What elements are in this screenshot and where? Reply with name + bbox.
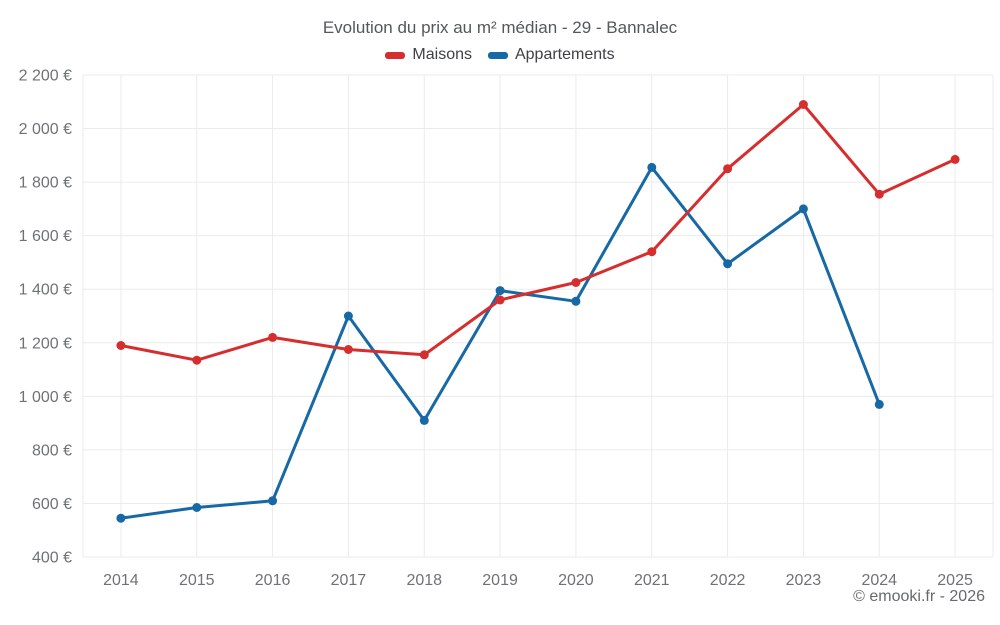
svg-text:2020: 2020 [558, 572, 594, 589]
svg-text:2 200 €: 2 200 € [19, 68, 72, 85]
svg-text:2024: 2024 [861, 572, 897, 589]
svg-text:1 400 €: 1 400 € [19, 282, 72, 299]
svg-text:2021: 2021 [634, 572, 670, 589]
maisons-series-swatch-icon [385, 51, 406, 59]
legend-label-maisons: Maisons [412, 46, 472, 63]
svg-text:800 €: 800 € [32, 442, 72, 459]
svg-text:600 €: 600 € [32, 496, 72, 513]
svg-text:400 €: 400 € [32, 550, 72, 567]
svg-text:1 200 €: 1 200 € [19, 335, 72, 352]
svg-text:2 000 €: 2 000 € [19, 121, 72, 138]
chart-legend: Maisons Appartements [0, 46, 1000, 64]
svg-text:2016: 2016 [255, 572, 291, 589]
svg-text:2025: 2025 [937, 572, 973, 589]
legend-item-maisons[interactable]: Maisons [385, 46, 472, 64]
svg-text:1 000 €: 1 000 € [19, 389, 72, 406]
svg-text:2023: 2023 [786, 572, 822, 589]
svg-text:2015: 2015 [179, 572, 215, 589]
svg-text:1 600 €: 1 600 € [19, 228, 72, 245]
svg-text:2017: 2017 [331, 572, 367, 589]
svg-text:1 800 €: 1 800 € [19, 175, 72, 192]
appartements-series-swatch-icon [487, 51, 508, 59]
watermark: © emooki.fr - 2026 [853, 588, 985, 605]
svg-text:2022: 2022 [710, 572, 746, 589]
svg-text:2019: 2019 [482, 572, 518, 589]
chart-title: Evolution du prix au m² médian - 29 - Ba… [322, 18, 678, 37]
legend-item-appartements[interactable]: Appartements [487, 46, 615, 64]
svg-text:2018: 2018 [406, 572, 442, 589]
svg-text:2014: 2014 [103, 572, 139, 589]
legend-label-appartements: Appartements [514, 46, 615, 63]
